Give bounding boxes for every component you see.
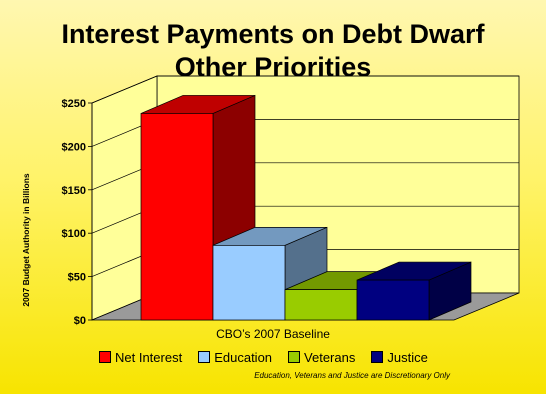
bar [284,289,358,321]
y-tick-label: $250 [62,98,86,110]
legend-label: Justice [387,349,428,365]
chart-legend: Net Interest Education Veterans Justice [99,349,444,365]
legend-label: Veterans [304,349,356,365]
bar [356,279,430,321]
y-tick-label: $0 [74,315,86,327]
bar [140,113,214,321]
y-tick-label: $100 [62,228,86,240]
bar [212,245,286,321]
y-tick-label: $150 [62,185,86,197]
legend-item: Net Interest [99,350,182,365]
legend-swatch [288,351,301,363]
legend-label: Net Interest [115,349,183,365]
y-axis-label: 2007 Budget Authority in Billions [21,173,31,307]
title-line-1: Interest Payments on Debt Dwarf [61,19,485,49]
legend-item: Veterans [288,350,355,365]
legend-swatch [99,351,111,363]
y-tick-label: $200 [62,141,86,153]
slide-title: Interest Payments on Debt Dwarf Other Pr… [0,18,546,84]
legend-item: Education [198,350,272,365]
x-axis-label: CBO’s 2007 Baseline [216,327,330,341]
legend-label: Education [214,349,273,365]
footnote: Education, Veterans and Justice are Disc… [254,371,450,380]
legend-swatch [198,351,211,363]
gridline [91,75,519,104]
legend-item: Justice [371,349,428,365]
legend-swatch [371,351,384,363]
y-tick-label: $50 [68,272,86,284]
